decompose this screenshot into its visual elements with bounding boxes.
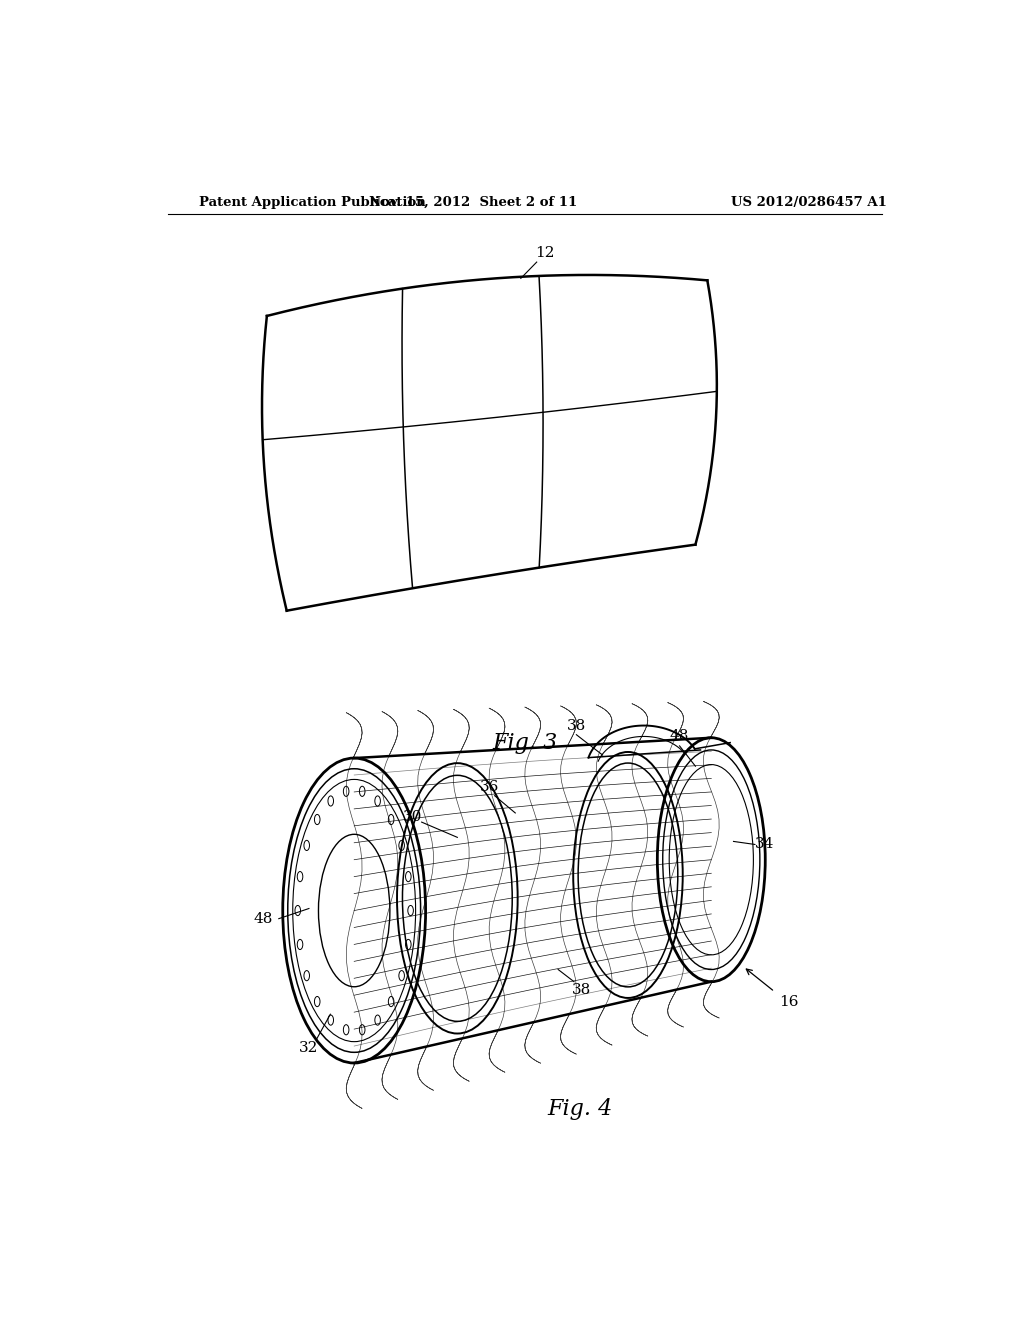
Text: 34: 34	[755, 837, 774, 851]
Text: Fig. 4: Fig. 4	[548, 1098, 613, 1119]
Text: 36: 36	[479, 780, 499, 793]
Text: 38: 38	[566, 718, 586, 733]
Text: 30: 30	[402, 810, 422, 824]
Text: US 2012/0286457 A1: US 2012/0286457 A1	[731, 195, 887, 209]
Text: 12: 12	[535, 246, 554, 260]
Text: 32: 32	[299, 1040, 318, 1055]
Text: Nov. 15, 2012  Sheet 2 of 11: Nov. 15, 2012 Sheet 2 of 11	[369, 195, 578, 209]
Text: Patent Application Publication: Patent Application Publication	[200, 195, 426, 209]
Text: 38: 38	[572, 983, 592, 997]
Text: 48: 48	[670, 729, 689, 743]
Text: 48: 48	[253, 912, 272, 925]
Text: 16: 16	[778, 995, 799, 1008]
Text: Fig. 3: Fig. 3	[493, 731, 557, 754]
